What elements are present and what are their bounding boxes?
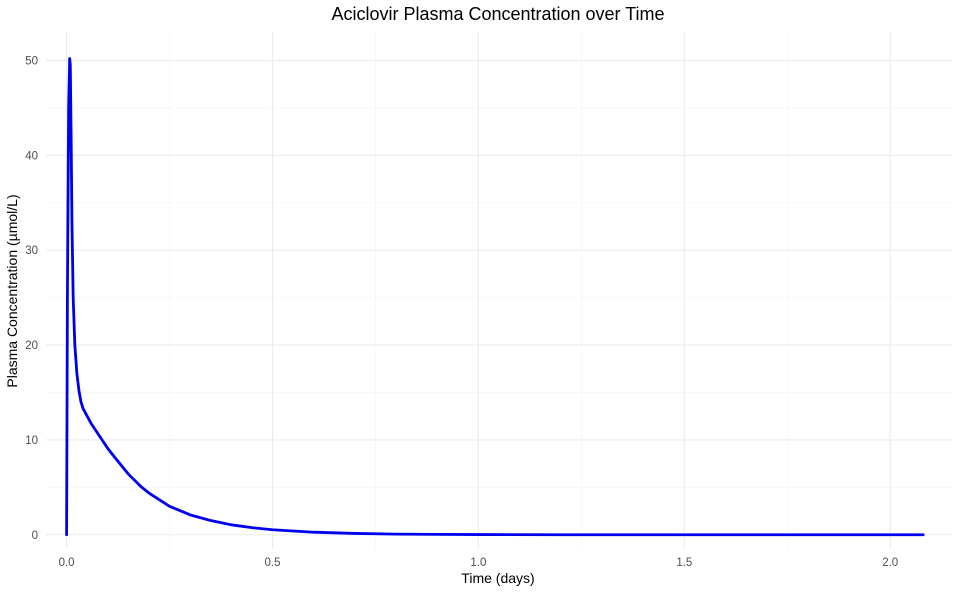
chart-title: Aciclovir Plasma Concentration over Time [331, 4, 664, 24]
y-tick-label: 50 [25, 55, 38, 67]
grid [46, 32, 952, 549]
y-axis-ticks: 0 10 20 30 40 50 [25, 55, 38, 541]
y-tick-label: 40 [25, 150, 38, 162]
y-tick-label: 30 [25, 245, 38, 257]
y-axis-title: Plasma Concentration (µmol/L) [4, 194, 20, 387]
concentration-line [65, 57, 925, 537]
y-tick-label: 10 [25, 435, 38, 447]
x-tick-label: 0.0 [59, 557, 75, 569]
y-tick-label: 0 [32, 530, 38, 542]
x-tick-label: 1.0 [470, 557, 486, 569]
x-axis-title: Time (days) [461, 570, 534, 586]
x-tick-label: 2.0 [882, 557, 898, 569]
y-tick-label: 20 [25, 340, 38, 352]
x-tick-label: 1.5 [676, 557, 692, 569]
x-tick-label: 0.5 [265, 557, 281, 569]
x-axis-ticks: 0.0 0.5 1.0 1.5 2.0 [59, 557, 899, 569]
series-layer [65, 57, 925, 537]
